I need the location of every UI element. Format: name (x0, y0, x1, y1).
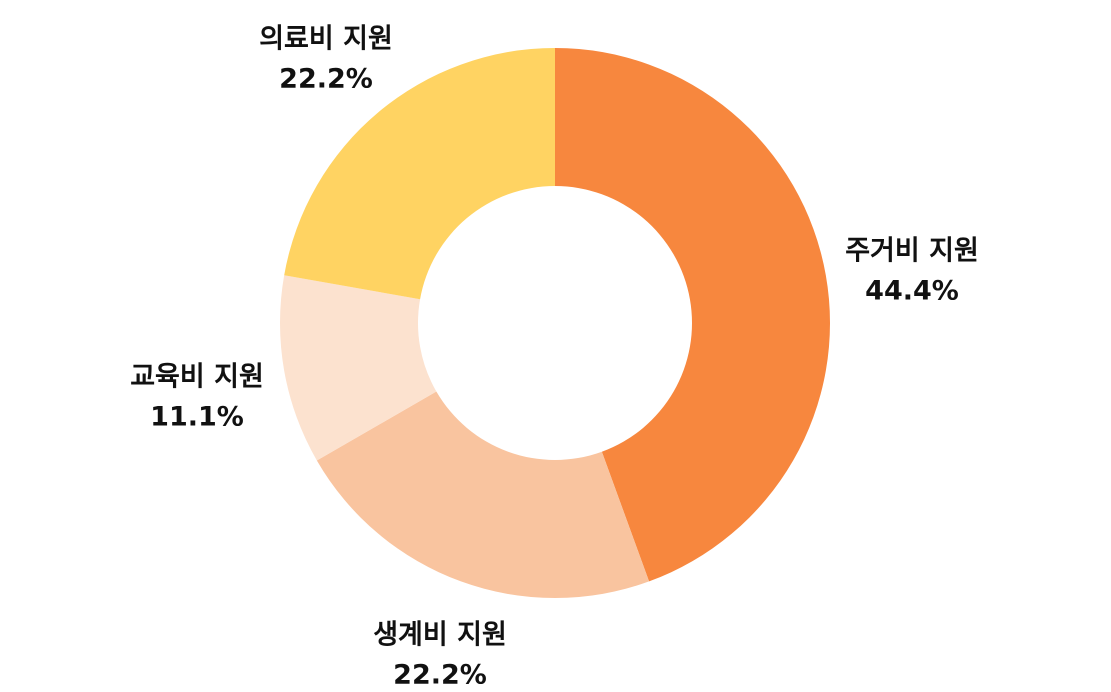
slice-value-label-1: 22.2% (393, 660, 487, 691)
labels-group: 주거비 지원 44.4% 생계비 지원 22.2% 교육비 지원 11.1% 의료비 지원 2… (130, 24, 979, 691)
donut-slice-2 (279, 275, 437, 461)
slice-label-3: 의료비 지원 (259, 24, 393, 55)
slice-value-label-2: 11.1% (150, 402, 244, 433)
donut-slice-1 (316, 391, 650, 598)
slice-label-2: 교육비 지원 (130, 362, 264, 393)
slice-value-label-0: 44.4% (865, 276, 959, 307)
donut-slice-3 (284, 48, 555, 300)
slice-label-1: 생계비 지원 (373, 620, 507, 651)
slice-value-label-3: 22.2% (279, 64, 373, 95)
slice-label-0: 주거비 지원 (845, 236, 979, 267)
donut-slice-0 (555, 48, 831, 582)
slices-group (279, 48, 831, 598)
